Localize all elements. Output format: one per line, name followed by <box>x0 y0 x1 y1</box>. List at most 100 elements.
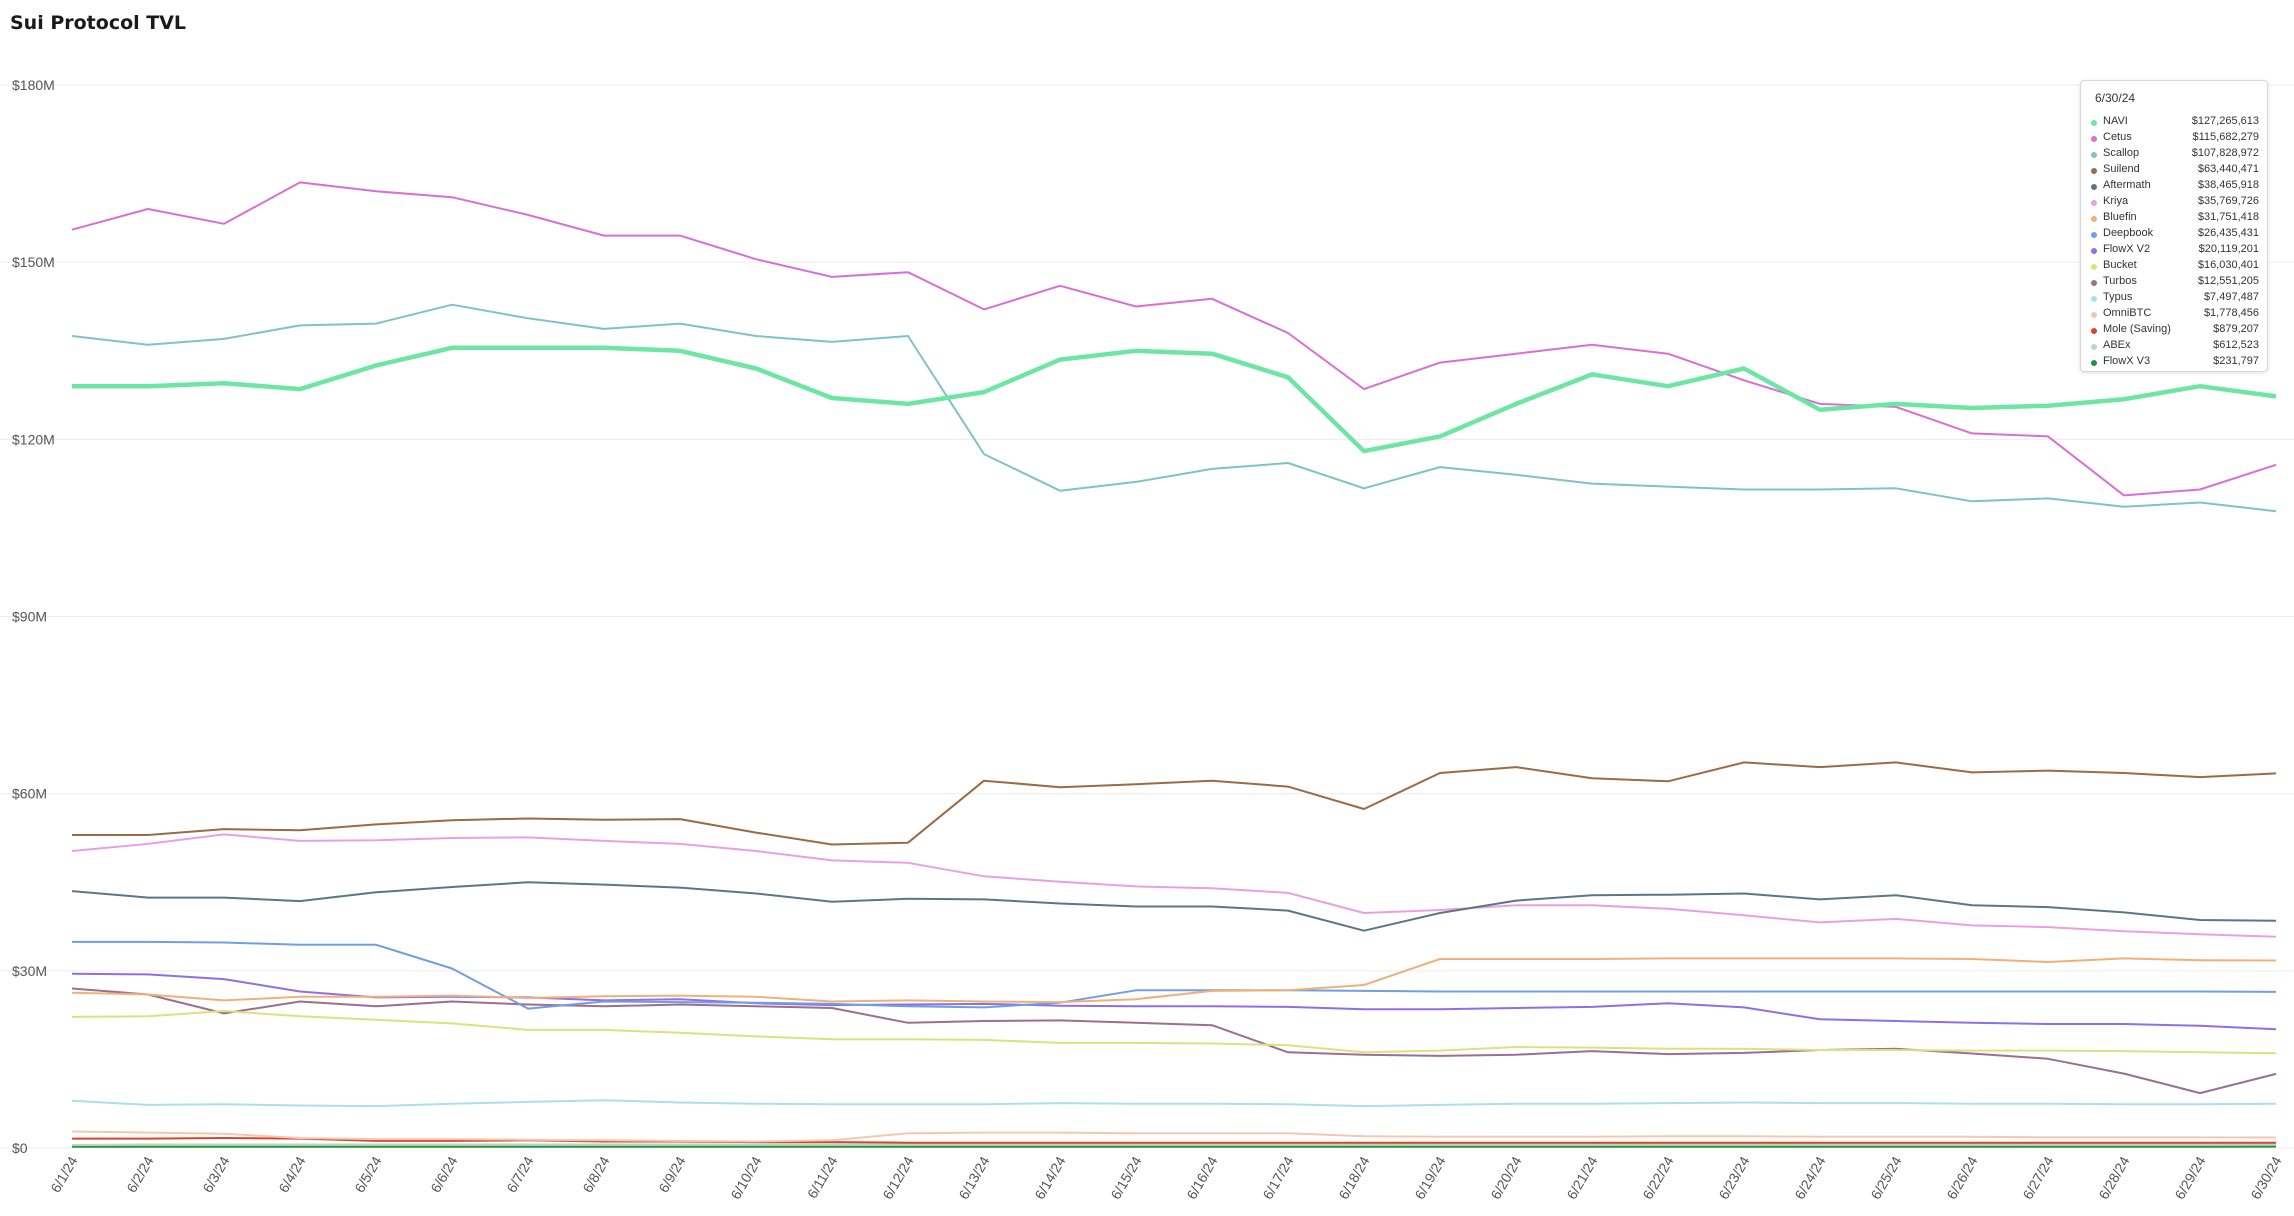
legend-dot-icon <box>2091 248 2097 254</box>
x-tick-label: 6/24/24 <box>1791 1153 1828 1202</box>
x-tick-label: 6/20/24 <box>1487 1153 1524 1202</box>
legend-dot-icon <box>2091 120 2097 126</box>
tooltip-row: Aftermath $38,465,918 <box>2091 179 2259 195</box>
x-axis-ticks: 6/1/24 6/2/24 6/3/24 6/4/24 6/5/24 6/6/24 6/7/… <box>47 1153 2284 1202</box>
tooltip-series-value: $107,828,972 <box>2191 147 2259 159</box>
y-tick-label: $120M <box>12 431 55 447</box>
tooltip-row: FlowX V2 $20,119,201 <box>2091 243 2259 259</box>
tooltip-series-name: Scallop <box>2103 147 2140 159</box>
tooltip-series-name: Aftermath <box>2103 179 2151 191</box>
x-tick-label: 6/11/24 <box>804 1153 841 1201</box>
tooltip-series-value: $12,551,205 <box>2197 275 2259 287</box>
y-tick-label: $60M <box>12 786 47 802</box>
tooltip-series-name: Turbos <box>2103 275 2137 287</box>
series-line-abex[interactable] <box>71 1143 2277 1146</box>
tooltip-series-value: $879,207 <box>2213 323 2259 335</box>
legend-dot-icon <box>2091 200 2097 206</box>
series-line-bucket[interactable] <box>71 1010 2277 1055</box>
x-tick-label: 6/25/24 <box>1867 1153 1904 1202</box>
legend-dot-icon <box>2091 328 2097 334</box>
series-line-omnibtc[interactable] <box>71 1130 2277 1143</box>
tooltip-row: FlowX V3 $231,797 <box>2091 355 2259 371</box>
x-tick-label: 6/29/24 <box>2171 1153 2208 1202</box>
tooltip-series-value: $63,440,471 <box>2197 163 2259 175</box>
y-axis-ticks: $0 $30M $60M $90M $120M $150M $180M <box>12 77 55 1156</box>
legend-dot-icon <box>2091 296 2097 302</box>
legend-dot-icon <box>2091 280 2097 286</box>
tooltip-series-value: $7,497,487 <box>2203 291 2259 303</box>
tooltip-series-value: $115,682,279 <box>2192 131 2259 143</box>
tooltip-row: Typus $7,497,487 <box>2091 291 2259 307</box>
tooltip-series-name: NAVI <box>2103 115 2128 127</box>
x-tick-label: 6/16/24 <box>1183 1153 1220 1202</box>
x-tick-label: 6/27/24 <box>2019 1153 2056 1202</box>
tooltip-row: Turbos $12,551,205 <box>2091 275 2259 291</box>
x-tick-label: 6/19/24 <box>1411 1153 1448 1202</box>
legend-dot-icon <box>2091 168 2097 174</box>
x-tick-label: 6/12/24 <box>879 1153 916 1202</box>
legend-dot-icon <box>2091 360 2097 366</box>
y-tick-label: $0 <box>12 1140 28 1156</box>
grid-lines <box>0 84 2294 1149</box>
x-tick-label: 6/30/24 <box>2247 1153 2284 1202</box>
x-tick-label: 6/8/24 <box>579 1153 612 1195</box>
x-tick-label: 6/4/24 <box>275 1153 308 1195</box>
legend-dot-icon <box>2091 152 2097 158</box>
legend-dot-icon <box>2091 312 2097 318</box>
tooltip-series-value: $38,465,918 <box>2197 179 2259 191</box>
x-tick-label: 6/15/24 <box>1107 1153 1144 1202</box>
series-line-mole-saving[interactable] <box>72 1137 2277 1144</box>
x-tick-label: 6/9/24 <box>655 1153 688 1195</box>
tooltip-series-value: $127,265,613 <box>2191 115 2259 127</box>
legend-dot-icon <box>2091 232 2097 238</box>
tooltip-row: Suilend $63,440,471 <box>2091 163 2259 179</box>
tooltip-row: Bucket $16,030,401 <box>2091 259 2259 275</box>
series-lines[interactable] <box>71 181 2277 1148</box>
x-tick-label: 6/2/24 <box>123 1153 156 1195</box>
x-tick-label: 6/18/24 <box>1335 1153 1372 1202</box>
tooltip-series-name: OmniBTC <box>2103 307 2152 319</box>
legend-dot-icon <box>2091 216 2097 222</box>
tooltip-series-name: Deepbook <box>2103 227 2154 239</box>
tooltip-series-value: $31,751,418 <box>2197 211 2259 223</box>
tooltip-series-name: Bluefin <box>2103 211 2137 223</box>
series-line-navi[interactable] <box>72 345 2277 454</box>
tooltip-series-name: FlowX V3 <box>2103 355 2151 367</box>
tooltip-series-name: FlowX V2 <box>2103 243 2151 255</box>
tooltip-series-name: Bucket <box>2103 259 2137 271</box>
tooltip-row: ABEx $612,523 <box>2091 339 2259 355</box>
x-tick-label: 6/22/24 <box>1639 1153 1676 1202</box>
series-line-deepbook[interactable] <box>72 940 2277 1010</box>
series-line-suilend[interactable] <box>72 761 2277 846</box>
x-tick-label: 6/6/24 <box>427 1153 460 1195</box>
tooltip-row: Scallop $107,828,972 <box>2091 147 2259 163</box>
tooltip-series-value: $231,797 <box>2213 355 2259 367</box>
x-tick-label: 6/21/24 <box>1563 1153 1600 1202</box>
x-tick-label: 6/10/24 <box>727 1153 764 1202</box>
legend-dot-icon <box>2091 136 2097 142</box>
tooltip-series-value: $612,523 <box>2213 339 2259 351</box>
tooltip-series-name: Cetus <box>2103 131 2132 143</box>
legend-dot-icon <box>2091 184 2097 190</box>
series-line-typus[interactable] <box>71 1099 2277 1108</box>
y-tick-label: $90M <box>12 609 47 625</box>
tooltip-row: Mole (Saving) $879,207 <box>2091 323 2259 339</box>
series-line-aftermath[interactable] <box>71 881 2277 932</box>
tooltip-series-name: Mole (Saving) <box>2103 323 2171 335</box>
series-line-kriya[interactable] <box>71 833 2277 938</box>
legend-dot-icon <box>2091 264 2097 270</box>
x-tick-label: 6/3/24 <box>199 1153 232 1195</box>
series-line-bluefin[interactable] <box>71 957 2277 1004</box>
tooltip-series-name: Kriya <box>2103 195 2129 207</box>
tooltip-series-value: $16,030,401 <box>2197 259 2259 271</box>
series-line-cetus[interactable] <box>71 181 2277 497</box>
series-line-flowx-v2[interactable] <box>71 972 2277 1031</box>
series-line-scallop[interactable] <box>71 303 2277 513</box>
tooltip-series-value: $26,435,431 <box>2197 227 2259 239</box>
tooltip-series-value: $35,769,726 <box>2197 195 2259 207</box>
series-line-turbos[interactable] <box>71 987 2277 1095</box>
tooltip-row: Cetus $115,682,279 <box>2091 131 2259 147</box>
legend-dot-icon <box>2091 344 2097 350</box>
x-tick-label: 6/5/24 <box>351 1153 384 1195</box>
